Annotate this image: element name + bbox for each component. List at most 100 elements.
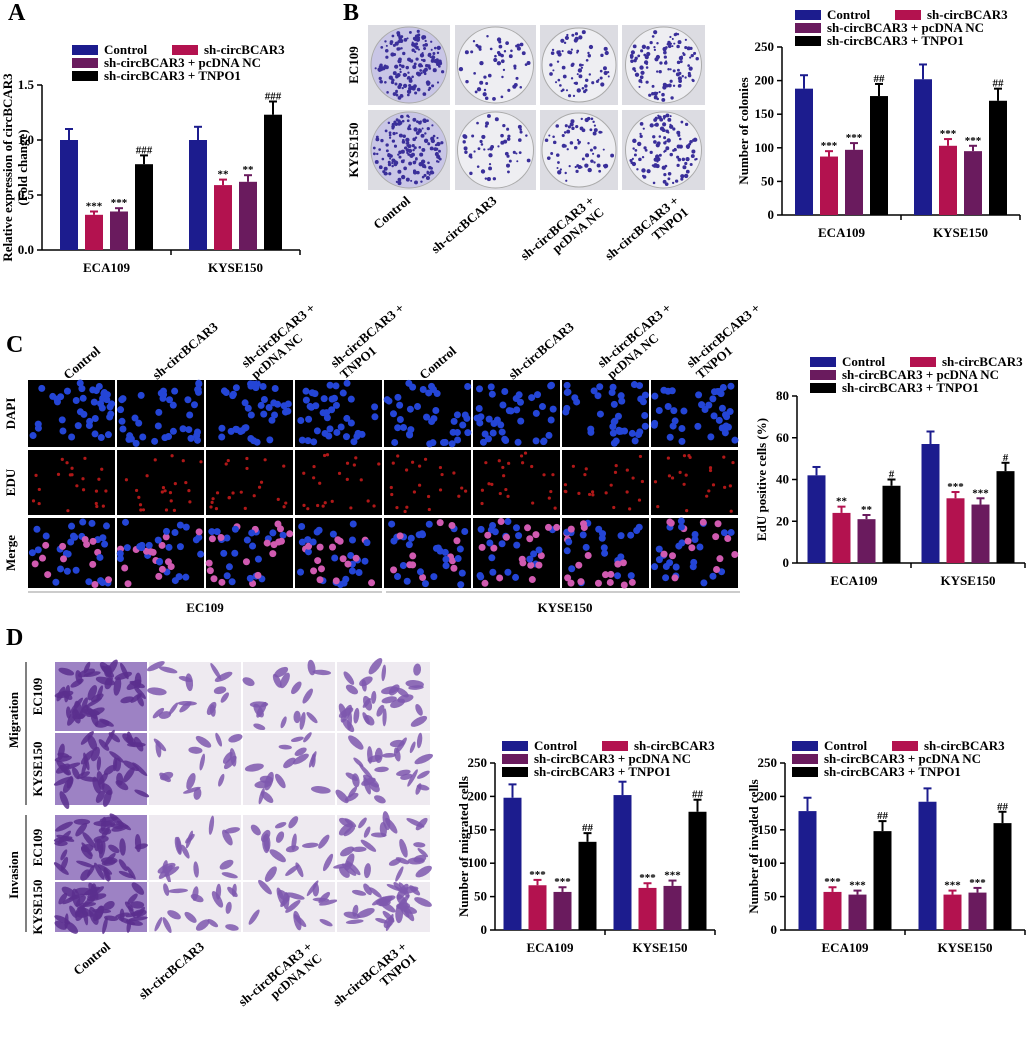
- cell: [688, 544, 696, 552]
- cell: [423, 413, 431, 421]
- colony: [412, 137, 416, 142]
- cell: [498, 491, 502, 496]
- cell: [370, 832, 387, 838]
- cell: [96, 771, 105, 790]
- colony: [670, 96, 674, 100]
- cell: [91, 430, 99, 438]
- colony: [634, 148, 638, 152]
- cell: [457, 581, 465, 589]
- cell: [126, 679, 142, 690]
- legend-swatch: [502, 741, 528, 751]
- colony: [482, 92, 487, 97]
- colony: [564, 35, 569, 40]
- cell: [389, 410, 397, 418]
- colony: [595, 80, 599, 84]
- significance-label: **: [218, 169, 230, 181]
- bar: [688, 811, 707, 930]
- cell: [584, 552, 592, 560]
- cell: [368, 658, 383, 675]
- colony: [508, 159, 512, 163]
- colony: [588, 44, 594, 50]
- colony: [426, 119, 429, 123]
- colony: [393, 144, 398, 148]
- cell: [33, 525, 41, 533]
- colony: [665, 146, 670, 151]
- y-tick-label: 0: [481, 922, 488, 937]
- cell: [614, 412, 622, 420]
- cell: [345, 461, 350, 465]
- colony: [487, 73, 492, 78]
- cell: [169, 427, 177, 435]
- colony: [403, 166, 407, 171]
- cell: [104, 489, 108, 493]
- group-label: EC109: [186, 600, 224, 615]
- cell: [38, 384, 46, 392]
- cell: [101, 665, 114, 680]
- colony: [488, 163, 492, 166]
- column-label: sh-circBCAR3 +pcDNA NC: [238, 300, 327, 382]
- bar: [996, 471, 1015, 563]
- cell: [366, 499, 370, 503]
- colony: [690, 154, 695, 159]
- colony: [412, 170, 418, 175]
- y-tick-label: 0: [771, 922, 778, 937]
- colony: [476, 121, 479, 125]
- colony: [548, 134, 551, 137]
- colony: [631, 161, 637, 167]
- cell: [564, 489, 568, 494]
- colony: [684, 161, 688, 166]
- colony: [657, 115, 662, 120]
- colony: [600, 82, 605, 87]
- cell: [403, 906, 415, 922]
- significance-label: ***: [944, 880, 961, 892]
- cell: [453, 537, 461, 545]
- colony: [403, 38, 408, 42]
- cell: [601, 549, 609, 557]
- cell: [53, 862, 69, 876]
- cell: [98, 404, 106, 412]
- colony: [667, 68, 670, 71]
- cell: [60, 849, 68, 861]
- colony: [406, 37, 409, 40]
- cell: [163, 489, 167, 493]
- cell: [318, 834, 330, 849]
- cell: [218, 433, 226, 441]
- cell: [155, 572, 163, 580]
- cell: [664, 387, 672, 395]
- cell: [563, 381, 571, 389]
- colony: [656, 70, 659, 73]
- cell: [426, 494, 431, 499]
- cell: [70, 473, 74, 477]
- colony: [424, 132, 427, 135]
- cell: [542, 473, 546, 477]
- colony: [395, 180, 399, 184]
- cell: [672, 563, 680, 571]
- cell: [218, 773, 225, 787]
- colony: [563, 144, 567, 148]
- cell: [54, 690, 74, 699]
- colony: [564, 171, 567, 175]
- cell: [95, 905, 104, 920]
- bar: [820, 156, 838, 215]
- cell: [42, 541, 50, 549]
- colony: [420, 72, 423, 75]
- y-axis-label: Number of migrated cells: [456, 776, 471, 917]
- cell: [563, 404, 571, 412]
- row-label: KYSE150: [346, 123, 361, 178]
- cell: [116, 554, 124, 562]
- cell: [103, 765, 116, 776]
- cell: [610, 400, 618, 408]
- bar: [503, 797, 522, 930]
- colony: [391, 161, 394, 165]
- colony: [388, 77, 391, 80]
- cell: [214, 671, 233, 682]
- colony: [677, 40, 682, 45]
- colony: [470, 50, 474, 54]
- cell: [636, 382, 644, 390]
- cell: [680, 407, 688, 415]
- cell: [419, 385, 427, 393]
- cell: [239, 490, 243, 494]
- x-tick-label: KYSE150: [938, 940, 993, 955]
- cell: [496, 574, 504, 582]
- colony: [508, 54, 513, 59]
